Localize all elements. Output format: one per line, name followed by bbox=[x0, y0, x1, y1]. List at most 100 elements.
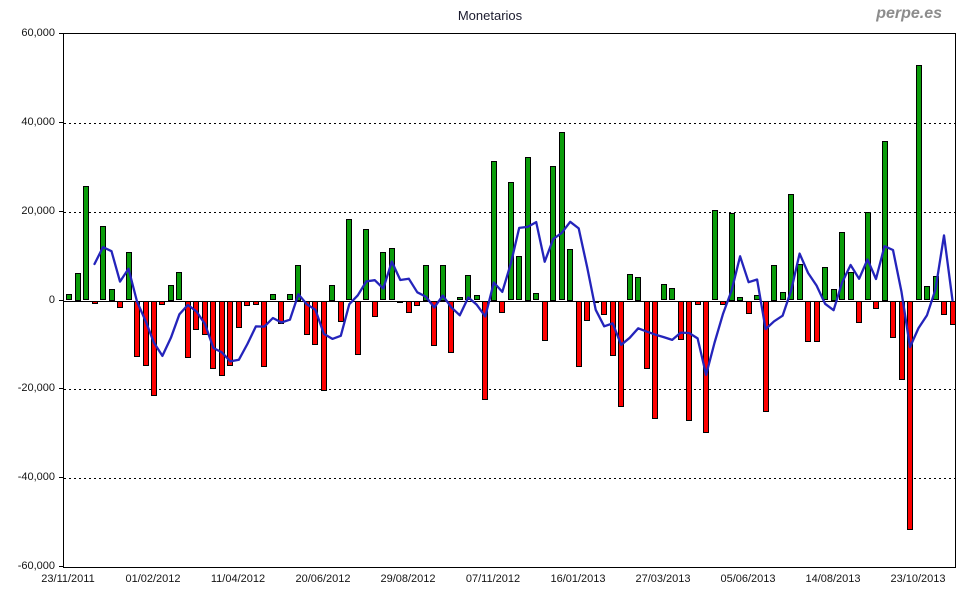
positive-bar bbox=[558, 132, 565, 301]
negative-bar bbox=[643, 300, 650, 369]
positive-bar bbox=[533, 293, 540, 301]
negative-bar bbox=[235, 300, 242, 328]
positive-bar bbox=[295, 265, 302, 301]
positive-bar bbox=[881, 141, 888, 301]
negative-bar bbox=[720, 300, 727, 306]
x-axis-label: 16/01/2013 bbox=[550, 573, 606, 585]
x-axis-label: 07/11/2012 bbox=[465, 573, 521, 585]
y-axis-tick bbox=[59, 388, 63, 389]
positive-bar bbox=[439, 265, 446, 301]
y-axis-label: 40,000 bbox=[21, 116, 55, 128]
negative-bar bbox=[745, 300, 752, 314]
positive-bar bbox=[74, 272, 81, 301]
negative-bar bbox=[805, 300, 812, 343]
negative-bar bbox=[337, 300, 344, 323]
zero-axis-line bbox=[64, 300, 955, 302]
plot-area bbox=[63, 33, 956, 568]
negative-bar bbox=[898, 300, 905, 380]
negative-bar bbox=[227, 300, 234, 367]
positive-bar bbox=[567, 249, 574, 301]
positive-bar bbox=[771, 265, 778, 301]
positive-bar bbox=[728, 213, 735, 301]
positive-bar bbox=[456, 296, 463, 301]
negative-bar bbox=[813, 300, 820, 343]
gridline bbox=[64, 478, 955, 480]
positive-bar bbox=[108, 289, 115, 301]
negative-bar bbox=[201, 300, 208, 335]
y-axis-label: -60,000 bbox=[17, 560, 55, 572]
negative-bar bbox=[312, 300, 319, 346]
y-axis-tick bbox=[59, 211, 63, 212]
positive-bar bbox=[924, 285, 930, 301]
positive-bar bbox=[329, 285, 336, 301]
positive-bar bbox=[388, 247, 395, 301]
negative-bar bbox=[303, 300, 310, 335]
negative-bar bbox=[244, 300, 251, 307]
y-axis-label: 0 bbox=[48, 294, 55, 306]
y-axis-tick bbox=[59, 122, 63, 123]
positive-bar bbox=[779, 291, 786, 301]
gridline bbox=[64, 389, 955, 391]
y-axis-label: 60,000 bbox=[21, 27, 55, 39]
negative-bar bbox=[218, 300, 225, 376]
y-axis-tick bbox=[59, 477, 63, 478]
positive-bar bbox=[516, 256, 523, 301]
negative-bar bbox=[184, 300, 191, 359]
positive-bar bbox=[363, 229, 370, 301]
y-axis-tick bbox=[59, 33, 63, 34]
negative-bar bbox=[117, 300, 123, 308]
positive-bar bbox=[626, 273, 633, 301]
positive-bar bbox=[380, 252, 387, 301]
x-axis-label: 27/03/2013 bbox=[635, 573, 691, 585]
negative-bar bbox=[499, 300, 506, 313]
negative-bar bbox=[448, 300, 455, 353]
positive-bar bbox=[550, 165, 557, 301]
negative-bar bbox=[575, 300, 582, 368]
gridline bbox=[64, 122, 955, 124]
positive-bar bbox=[788, 194, 795, 301]
y-axis-label: 20,000 bbox=[21, 205, 55, 217]
negative-bar bbox=[210, 300, 217, 369]
x-axis-label: 20/06/2012 bbox=[295, 573, 351, 585]
chart-title: Monetarios bbox=[457, 8, 523, 23]
positive-bar bbox=[830, 289, 837, 301]
positive-bar bbox=[490, 161, 497, 301]
negative-bar bbox=[142, 300, 149, 367]
positive-bar bbox=[176, 272, 183, 301]
x-axis-label: 14/08/2013 bbox=[805, 573, 861, 585]
negative-bar bbox=[584, 300, 591, 322]
positive-bar bbox=[737, 296, 744, 301]
negative-bar bbox=[856, 300, 863, 323]
negative-bar bbox=[890, 300, 896, 338]
negative-bar bbox=[159, 300, 166, 305]
positive-bar bbox=[660, 284, 667, 301]
negative-bar bbox=[405, 300, 412, 313]
positive-bar bbox=[711, 210, 718, 301]
positive-bar bbox=[796, 263, 803, 301]
positive-bar bbox=[269, 293, 276, 301]
positive-bar bbox=[507, 181, 514, 301]
positive-bar bbox=[822, 267, 829, 301]
negative-bar bbox=[694, 300, 701, 306]
negative-bar bbox=[618, 300, 625, 408]
positive-bar bbox=[473, 294, 480, 301]
negative-bar bbox=[397, 300, 404, 303]
positive-bar bbox=[669, 287, 676, 301]
positive-bar bbox=[100, 226, 106, 301]
x-axis-label: 23/11/2011 bbox=[41, 573, 95, 585]
positive-bar bbox=[915, 65, 922, 301]
x-axis-label: 11/04/2012 bbox=[210, 573, 266, 585]
negative-bar bbox=[252, 300, 259, 305]
positive-bar bbox=[635, 276, 642, 301]
positive-bar bbox=[524, 157, 531, 301]
negative-bar bbox=[541, 300, 548, 341]
negative-bar bbox=[677, 300, 684, 340]
x-axis-label: 29/08/2012 bbox=[380, 573, 436, 585]
x-axis-label: 05/06/2013 bbox=[720, 573, 776, 585]
negative-bar bbox=[414, 300, 421, 307]
y-axis-label: -40,000 bbox=[17, 471, 55, 483]
negative-bar bbox=[431, 300, 438, 347]
negative-bar bbox=[320, 300, 327, 391]
negative-bar bbox=[762, 300, 769, 412]
